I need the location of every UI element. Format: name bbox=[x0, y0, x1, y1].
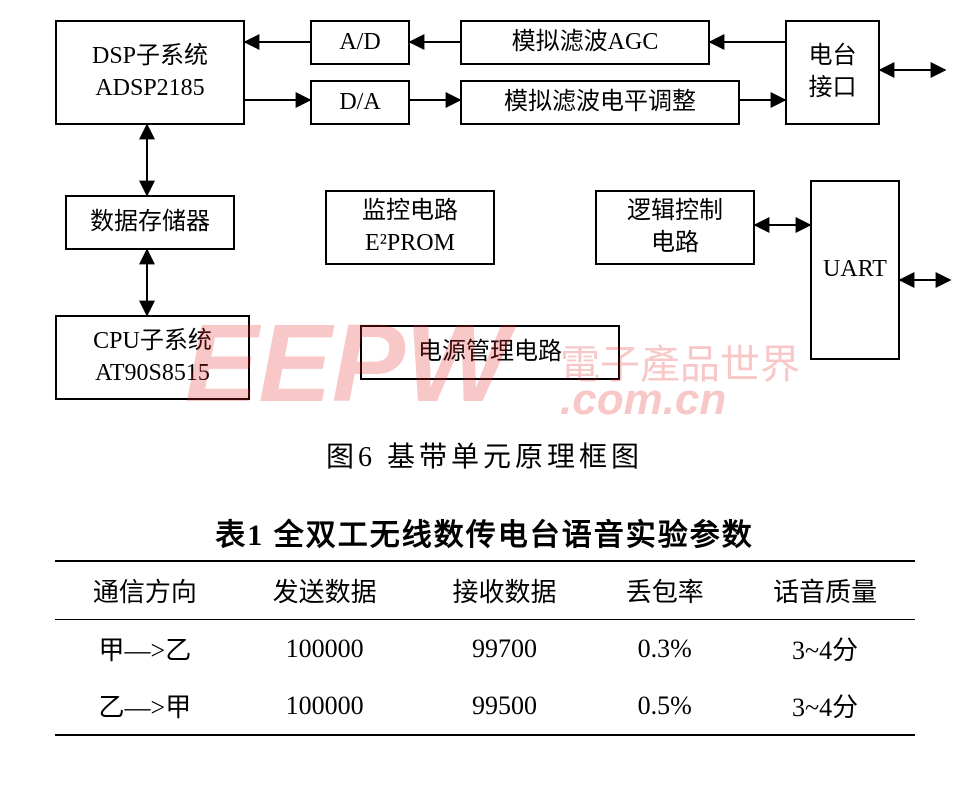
table-row: 乙—>甲100000995000.5%3~4分 bbox=[55, 677, 915, 735]
table-cell: 100000 bbox=[235, 677, 415, 735]
node-da: D/A bbox=[310, 80, 410, 125]
table-cell: 甲—>乙 bbox=[55, 620, 235, 678]
table-cell: 100000 bbox=[235, 620, 415, 678]
experiment-table: 通信方向发送数据接收数据丢包率话音质量 甲—>乙100000997000.3%3… bbox=[55, 560, 915, 736]
table-cell: 0.5% bbox=[594, 677, 735, 735]
node-level: 模拟滤波电平调整 bbox=[460, 80, 740, 125]
table-cell: 99500 bbox=[415, 677, 595, 735]
col-header: 发送数据 bbox=[235, 561, 415, 620]
table-cell: 3~4分 bbox=[735, 620, 915, 678]
table-cell: 0.3% bbox=[594, 620, 735, 678]
table-row: 甲—>乙100000997000.3%3~4分 bbox=[55, 620, 915, 678]
node-dsp: DSP子系统ADSP2185 bbox=[55, 20, 245, 125]
table-header-row: 通信方向发送数据接收数据丢包率话音质量 bbox=[55, 561, 915, 620]
col-header: 丢包率 bbox=[594, 561, 735, 620]
table-cell: 3~4分 bbox=[735, 677, 915, 735]
node-uart: UART bbox=[810, 180, 900, 360]
table-body: 甲—>乙100000997000.3%3~4分乙—>甲100000995000.… bbox=[55, 620, 915, 736]
node-logic: 逻辑控制电路 bbox=[595, 190, 755, 265]
node-power: 电源管理电路 bbox=[360, 325, 620, 380]
node-ad: A/D bbox=[310, 20, 410, 65]
node-agc: 模拟滤波AGC bbox=[460, 20, 710, 65]
node-monitor: 监控电路E²PROM bbox=[325, 190, 495, 265]
table-cell: 99700 bbox=[415, 620, 595, 678]
col-header: 通信方向 bbox=[55, 561, 235, 620]
table-caption: 表1 全双工无线数传电台语音实验参数 bbox=[0, 510, 969, 554]
node-cpu: CPU子系统AT90S8515 bbox=[55, 315, 250, 400]
table-cell: 乙—>甲 bbox=[55, 677, 235, 735]
node-mem: 数据存储器 bbox=[65, 195, 235, 250]
node-radio: 电台接口 bbox=[785, 20, 880, 125]
block-diagram: DSP子系统ADSP2185 A/D 模拟滤波AGC 电台接口 D/A 模拟滤波电平调整数… bbox=[0, 0, 969, 480]
figure-caption: 图6 基带单元原理框图 bbox=[0, 435, 969, 475]
col-header: 话音质量 bbox=[735, 561, 915, 620]
col-header: 接收数据 bbox=[415, 561, 595, 620]
